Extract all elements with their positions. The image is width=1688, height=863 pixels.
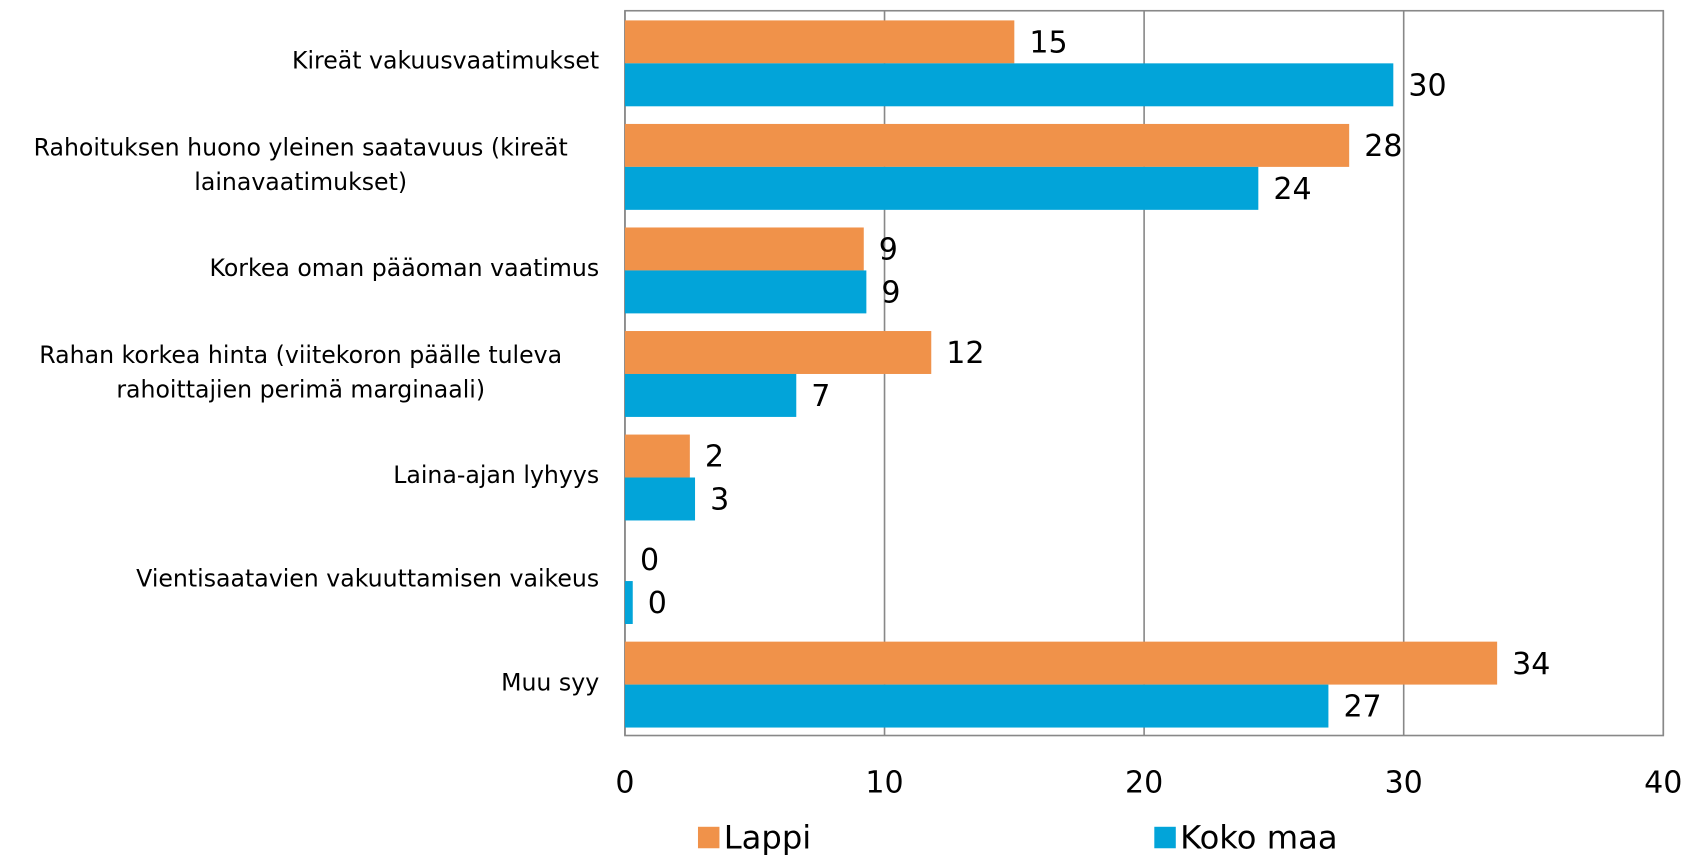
- category-label-wrap: Laina-ajan lyhyys: [2, 434, 599, 520]
- category-label: Kireät vakuusvaatimukset: [291, 48, 600, 76]
- bar: [624, 684, 1329, 728]
- bar: [624, 63, 1394, 107]
- category-label-box: Muu syy: [2, 641, 599, 727]
- category-label: Rahan korkea hinta (viitekoron päälle tu…: [39, 341, 563, 404]
- bar: [624, 331, 932, 374]
- bar: [624, 270, 867, 314]
- value-label: 24: [1273, 172, 1311, 207]
- bar: [624, 477, 696, 521]
- category-label-box: Kireät vakuusvaatimukset: [2, 20, 599, 106]
- category-label-wrap: Rahoituksen huono yleinen saatavuus (kir…: [2, 123, 599, 209]
- category-label: Rahoituksen huono yleinen saatavuus (kir…: [33, 134, 568, 197]
- category-label-box: Vientisaatavien vakuuttamisen vaikeus: [2, 537, 599, 623]
- category-label: Laina-ajan lyhyys: [393, 462, 600, 490]
- value-label: 3: [710, 483, 729, 518]
- category-label-box: Rahoituksen huono yleinen saatavuus (kir…: [2, 123, 599, 209]
- legend-label: Lappi: [724, 819, 812, 857]
- bar: [624, 166, 1259, 210]
- bar: [624, 641, 1498, 685]
- category-label-box: Korkea oman pääoman vaatimus: [2, 227, 600, 313]
- bar: [624, 227, 864, 271]
- value-label: 9: [879, 233, 898, 268]
- x-tick-label: 10: [865, 765, 903, 800]
- category-label-box: Rahan korkea hinta (viitekoron päälle tu…: [2, 330, 599, 416]
- value-label: 7: [811, 379, 830, 414]
- value-label: 2: [705, 440, 724, 475]
- value-label: 27: [1343, 690, 1381, 725]
- value-label: 34: [1512, 647, 1550, 682]
- value-label: 12: [946, 336, 984, 371]
- x-tick-label: 40: [1644, 765, 1682, 800]
- bar: [624, 581, 633, 625]
- value-label: 15: [1029, 26, 1067, 61]
- legend-label: Koko maa: [1180, 819, 1338, 857]
- x-tick-label: 20: [1125, 765, 1163, 800]
- bar: [624, 123, 1350, 167]
- value-label: 9: [881, 276, 900, 311]
- legend-swatch: [1154, 826, 1176, 849]
- bar: [624, 434, 690, 478]
- value-label: 0: [648, 586, 667, 621]
- category-label: Muu syy: [501, 669, 600, 697]
- bar: [624, 373, 797, 417]
- bar: [624, 20, 1015, 64]
- category-label-wrap: Kireät vakuusvaatimukset: [2, 20, 599, 106]
- value-label: 0: [640, 543, 659, 578]
- category-label: Korkea oman pääoman vaatimus: [209, 255, 600, 283]
- category-label: Vientisaatavien vakuuttamisen vaikeus: [136, 566, 600, 594]
- category-label-wrap: Korkea oman pääoman vaatimus: [2, 227, 600, 313]
- category-label-wrap: Rahan korkea hinta (viitekoron päälle tu…: [2, 330, 599, 416]
- category-label-wrap: Vientisaatavien vakuuttamisen vaikeus: [2, 537, 599, 623]
- legend-swatch: [697, 826, 720, 849]
- value-label: 30: [1408, 68, 1446, 103]
- x-tick-label: 30: [1385, 765, 1423, 800]
- value-label: 28: [1364, 129, 1402, 164]
- category-label-wrap: Muu syy: [2, 641, 599, 727]
- x-tick-label: 0: [615, 765, 634, 800]
- category-label-box: Laina-ajan lyhyys: [2, 434, 599, 520]
